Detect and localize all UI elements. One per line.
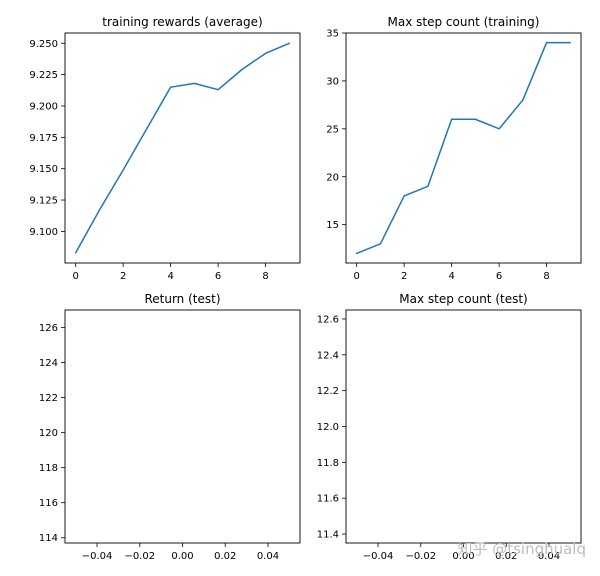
series-line-1 xyxy=(74,42,291,254)
y-tick-label: 9.150 xyxy=(29,164,58,175)
x-tick-label: 0 xyxy=(353,271,359,282)
x-tick-label: −0.04 xyxy=(82,551,113,562)
y-tick-label: 126 xyxy=(39,323,58,334)
subplot-grid: training rewards (average) 0 2 4 6 8 9.100 9.12… xyxy=(29,15,582,562)
x-tick-label: 0 xyxy=(72,271,78,282)
y-tick-label: 12.0 xyxy=(317,422,339,433)
y-tick-label: 12.6 xyxy=(317,314,339,325)
x-tick-label: −0.04 xyxy=(363,551,394,562)
x-tick-label: −0.02 xyxy=(124,551,155,562)
y-tick-label: 9.200 xyxy=(29,101,58,112)
chart-title: Return (test) xyxy=(144,292,220,306)
x-tick-label: 8 xyxy=(543,271,549,282)
y-tick-label: 9.225 xyxy=(29,70,58,81)
subplot-3: Return (test) −0.04 −0.02 0.00 0.02 0.04 114 11… xyxy=(39,292,301,562)
y-tick-label: 11.6 xyxy=(317,494,339,505)
x-tick-label: 0.02 xyxy=(495,551,517,562)
y-tick-label: 11.8 xyxy=(317,458,339,469)
y-tick-label: 9.125 xyxy=(29,196,58,207)
y-tick-label: 30 xyxy=(326,76,339,87)
y-tick-label: 9.100 xyxy=(29,227,58,238)
x-tick-label: 0.00 xyxy=(452,551,474,562)
subplot-4: Max step count (test) −0.04 −0.02 0.00 0.02 0… xyxy=(317,292,582,562)
y-tick-label: 12.4 xyxy=(317,350,339,361)
x-tick-label: 4 xyxy=(167,271,173,282)
x-tick-label: 2 xyxy=(120,271,126,282)
y-tick-label: 15 xyxy=(326,220,339,231)
y-tick-label: 118 xyxy=(39,463,58,474)
y-tick-label: 12.2 xyxy=(317,386,339,397)
y-tick-label: 124 xyxy=(39,358,58,369)
x-tick-label: 0.04 xyxy=(257,551,279,562)
x-tick-label: 2 xyxy=(401,271,407,282)
subplot-1: training rewards (average) 0 2 4 6 8 9.100 9.12… xyxy=(29,15,301,282)
x-tick-label: 6 xyxy=(215,271,221,282)
axes-frame xyxy=(64,32,301,264)
y-tick-label: 9.250 xyxy=(29,39,58,50)
y-tick-label: 116 xyxy=(39,498,58,509)
x-tick-label: −0.02 xyxy=(405,551,436,562)
y-tick-label: 35 xyxy=(326,29,339,40)
subplot-2: Max step count (training) 0 2 4 6 8 15 20 25 30 35 xyxy=(326,15,582,282)
chart-title: Max step count (test) xyxy=(399,292,527,306)
series-line-1 xyxy=(355,41,572,255)
y-tick-label: 11.4 xyxy=(317,530,339,541)
y-tick-label: 25 xyxy=(326,124,339,135)
axes-frame xyxy=(345,32,582,264)
axes-frame xyxy=(345,309,582,544)
y-tick-label: 114 xyxy=(39,533,58,544)
axes-frame xyxy=(64,309,301,544)
x-tick-label: 4 xyxy=(448,271,454,282)
x-tick-label: 0.02 xyxy=(214,551,236,562)
chart-title: Max step count (training) xyxy=(388,15,540,29)
y-tick-label: 20 xyxy=(326,172,339,183)
x-tick-label: 0.04 xyxy=(538,551,560,562)
x-tick-label: 8 xyxy=(262,271,268,282)
y-tick-label: 120 xyxy=(39,428,58,439)
y-tick-label: 122 xyxy=(39,393,58,404)
x-tick-label: 0.00 xyxy=(171,551,193,562)
watermark-text: 知乎 @tsinghualq xyxy=(457,540,586,558)
x-tick-label: 6 xyxy=(496,271,502,282)
y-tick-label: 9.175 xyxy=(29,133,58,144)
chart-title: training rewards (average) xyxy=(102,15,262,29)
